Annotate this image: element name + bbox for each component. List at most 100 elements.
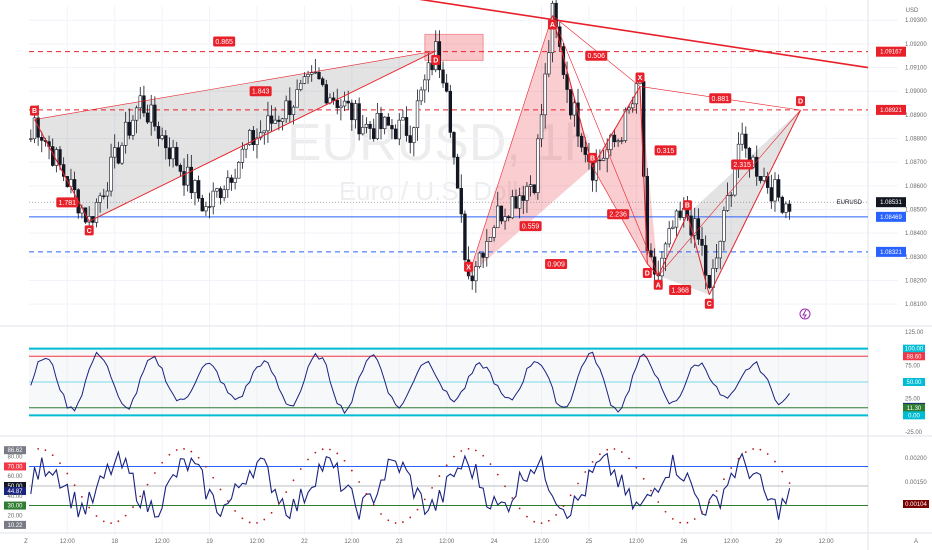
osc2-dot: [679, 521, 682, 524]
osc2-dot: [241, 517, 244, 520]
candle: [109, 156, 113, 192]
osc2-dot: [759, 448, 762, 451]
candle: [317, 72, 321, 80]
osc-tick: 75.00: [905, 363, 921, 369]
candle: [528, 184, 533, 187]
osc-line: [30, 351, 790, 415]
pattern-point-box: [464, 261, 474, 272]
candle: [273, 119, 277, 124]
time-tick: 12:00: [155, 539, 171, 545]
oscillator-panel-2: 0.002000.001500.001000.0010486.6270.0050…: [4, 446, 929, 529]
pattern-fill-red-3: [640, 86, 659, 276]
candle: [481, 252, 485, 258]
pattern-fill-gray-1: [34, 50, 436, 222]
ratio-label: 2.315: [733, 162, 751, 169]
candle: [255, 137, 259, 145]
osc2-dot: [226, 500, 229, 502]
osc2-dot: [540, 522, 543, 525]
candle: [488, 236, 493, 242]
osc2-dot: [387, 519, 390, 522]
candle: [671, 226, 675, 229]
osc2-left-box: [4, 446, 26, 455]
candle: [722, 210, 726, 242]
ratio-box: [654, 145, 677, 156]
osc2-dot: [256, 521, 258, 524]
candle: [364, 123, 369, 128]
candle: [601, 157, 606, 161]
osc2-dot: [489, 463, 492, 465]
candle: [229, 177, 234, 183]
osc2-dot: [299, 468, 302, 470]
candle: [455, 156, 460, 189]
candle: [98, 195, 102, 203]
osc2-dot: [205, 465, 207, 468]
osc-tick: 125.00: [905, 330, 924, 336]
candle: [189, 166, 194, 194]
price-tick: 1.09000: [905, 89, 927, 95]
ratio-label: 0.559: [522, 224, 540, 231]
osc2-dot: [37, 447, 40, 450]
candle: [507, 216, 511, 219]
candle: [539, 114, 544, 140]
candle: [182, 171, 186, 186]
candle: [310, 72, 314, 75]
time-tick: 12:00: [60, 539, 76, 545]
price-axis: 1.09300 1.09200 1.09100 1.09000 1.08900 1.088…: [837, 18, 928, 308]
candle: [758, 176, 763, 181]
candle: [718, 240, 722, 259]
osc2-dot: [642, 477, 645, 480]
price-tick: 1.08200: [905, 279, 927, 285]
osc2-dot: [467, 447, 470, 450]
pattern-point-box: [547, 19, 557, 30]
candle: [700, 239, 704, 246]
candle: [583, 146, 587, 155]
candle: [492, 227, 496, 238]
candle: [645, 176, 649, 251]
osc2-dot: [402, 521, 404, 523]
osc2-dot: [752, 448, 754, 450]
candle: [784, 203, 788, 213]
osc2-dot: [737, 457, 740, 460]
ratio-box: [709, 93, 732, 104]
candle: [459, 187, 463, 215]
symbol-tag: EURUSD: [837, 200, 863, 206]
osc2-dot: [285, 491, 288, 494]
pattern-leg: [34, 50, 436, 120]
watermark-name: Euro / U.S. Dollar: [339, 176, 542, 206]
price-tick: 1.08400: [905, 231, 927, 237]
osc2-dot: [190, 450, 193, 453]
time-tick: 18: [111, 539, 118, 545]
candle: [572, 102, 577, 116]
candle: [390, 125, 394, 130]
candle: [419, 89, 423, 102]
osc2-dot: [701, 511, 703, 513]
level-tag-box: [876, 104, 906, 115]
candle: [357, 103, 361, 135]
pattern-leg: [639, 86, 648, 264]
candle: [299, 83, 303, 90]
pattern-leg: [708, 109, 801, 295]
candle: [733, 166, 737, 196]
pattern-point-label: C: [87, 228, 92, 235]
candle: [444, 82, 449, 92]
candle: [448, 90, 453, 133]
osc2-dot: [292, 479, 295, 482]
candle: [40, 136, 44, 141]
osc2-left-tag: 44.87: [7, 489, 23, 495]
candle: [218, 188, 223, 199]
osc2-dot: [518, 507, 521, 510]
osc2-dot: [139, 495, 142, 498]
osc2-dot: [234, 510, 237, 512]
osc2-dot: [526, 515, 528, 518]
osc2-dot: [350, 469, 353, 472]
osc2-dot: [693, 518, 696, 520]
osc2-dot: [598, 453, 601, 456]
candle: [547, 52, 551, 75]
candle: [160, 135, 164, 139]
candle: [496, 205, 500, 229]
pattern-point-box: [29, 105, 39, 116]
pattern-point-box: [682, 200, 692, 211]
candle: [412, 127, 416, 143]
candle: [222, 189, 226, 199]
